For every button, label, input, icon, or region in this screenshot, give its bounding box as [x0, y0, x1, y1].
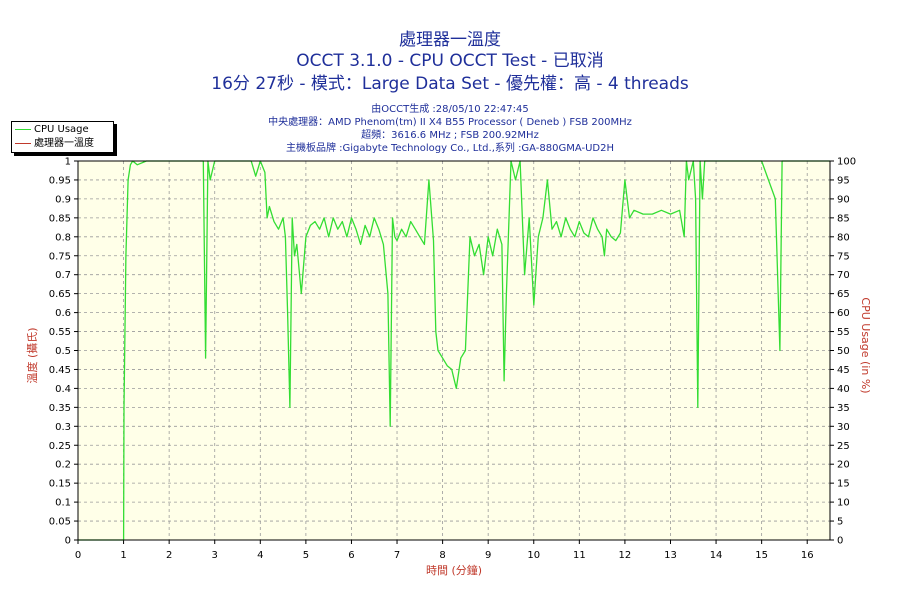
- y-left-tick-label: 0.7: [55, 270, 71, 281]
- y-right-tick-label: 25: [837, 441, 850, 452]
- y-right-tick-label: 5: [837, 517, 843, 528]
- y-right-tick-label: 100: [837, 157, 856, 168]
- x-tick-label: 13: [664, 550, 677, 561]
- info-generated: 由OCCT生成 :28/05/10 22:47:45: [371, 104, 529, 115]
- y-right-tick-label: 45: [837, 365, 850, 376]
- info-motherboard: 主機板品牌 :Gigabyte Technology Co., Ltd.,系列 …: [285, 143, 615, 154]
- y-left-tick-label: 0.65: [49, 289, 71, 300]
- x-tick-label: 9: [485, 550, 491, 561]
- y-left-tick-label: 0.9: [55, 194, 71, 205]
- x-tick-label: 5: [303, 550, 309, 561]
- x-axis-title: 時間 (分鐘): [426, 563, 482, 577]
- chart-subtitle-test: OCCT 3.1.0 - CPU OCCT Test - 已取消: [296, 51, 604, 71]
- y-left-tick-label: 0.3: [55, 422, 71, 433]
- y-right-tick-label: 10: [837, 498, 850, 509]
- x-tick-label: 8: [439, 550, 445, 561]
- x-tick-label: 15: [755, 550, 768, 561]
- y-right-tick-label: 95: [837, 175, 850, 186]
- y-left-tick-label: 1: [65, 157, 71, 168]
- y-right-tick-label: 90: [837, 194, 850, 205]
- x-tick-label: 10: [527, 550, 540, 561]
- y-left-tick-label: 0.05: [49, 517, 71, 528]
- y-left-tick-label: 0.75: [49, 251, 71, 262]
- x-tick-label: 12: [619, 550, 632, 561]
- y-right-tick-label: 0: [837, 536, 843, 547]
- info-cpu: 中央處理器：AMD Phenom(tm) II X4 B55 Processor…: [268, 117, 632, 128]
- y-right-tick-label: 55: [837, 327, 850, 338]
- y-left-tick-label: 0.55: [49, 327, 71, 338]
- series-line-cpu-usage: [78, 160, 830, 541]
- legend-item-cpu-temp: 處理器一溫度: [15, 137, 94, 151]
- x-tick-label: 2: [166, 550, 172, 561]
- y-right-tick-label: 40: [837, 384, 850, 395]
- chart-subtitle-mode: 16分 27秒 - 模式：Large Data Set - 優先權：高 - 4 …: [211, 74, 689, 94]
- y-left-tick-label: 0.45: [49, 365, 71, 376]
- y-right-tick-label: 20: [837, 460, 850, 471]
- x-tick-label: 14: [710, 550, 723, 561]
- y-right-tick-label: 30: [837, 422, 850, 433]
- chart-title: 處理器一溫度: [399, 30, 501, 50]
- x-tick-label: 6: [348, 550, 354, 561]
- legend-label-cpu-temp: 處理器一溫度: [34, 138, 94, 149]
- x-tick-label: 3: [212, 550, 218, 561]
- plot-area: [78, 161, 830, 540]
- y-right-tick-label: 70: [837, 270, 850, 281]
- legend-swatch-cpu-usage: [15, 128, 31, 130]
- y-left-tick-label: 0: [65, 536, 71, 547]
- y-left-tick-label: 0.2: [55, 460, 71, 471]
- y-left-tick-label: 0.4: [55, 384, 71, 395]
- y-left-tick-label: 0.1: [55, 498, 71, 509]
- plot-border: [77, 160, 831, 541]
- y-right-tick-label: 50: [837, 346, 850, 357]
- legend-label-cpu-usage: CPU Usage: [34, 124, 89, 135]
- info-overclock: 超頻：3616.6 MHz ; FSB 200.92MHz: [361, 130, 539, 141]
- y-left-tick-label: 0.95: [49, 175, 71, 186]
- y-left-tick-label: 0.85: [49, 213, 71, 224]
- y-left-tick-label: 0.5: [55, 346, 71, 357]
- y-left-tick-label: 0.25: [49, 441, 71, 452]
- x-tick-label: 0: [75, 550, 81, 561]
- y-left-tick-label: 0.8: [55, 232, 71, 243]
- x-tick-label: 1: [120, 550, 126, 561]
- x-tick-label: 4: [257, 550, 263, 561]
- y-left-axis-title: 溫度 (攝氏): [25, 327, 39, 383]
- y-right-tick-label: 15: [837, 479, 850, 490]
- y-right-axis-title: CPU Usage (in %): [859, 297, 872, 393]
- y-right-tick-label: 35: [837, 403, 850, 414]
- x-tick-label: 16: [801, 550, 814, 561]
- legend-swatch-cpu-temp: [15, 142, 31, 144]
- chart-legend: CPU Usage 處理器一溫度: [11, 121, 114, 153]
- y-right-tick-label: 80: [837, 232, 850, 243]
- y-right-tick-label: 65: [837, 289, 850, 300]
- y-left-tick-label: 0.15: [49, 479, 71, 490]
- x-tick-label: 11: [573, 550, 586, 561]
- y-right-tick-label: 85: [837, 213, 850, 224]
- y-right-tick-label: 75: [837, 251, 850, 262]
- y-left-tick-label: 0.35: [49, 403, 71, 414]
- x-tick-label: 7: [394, 550, 400, 561]
- legend-item-cpu-usage: CPU Usage: [15, 123, 89, 137]
- y-right-tick-label: 60: [837, 308, 850, 319]
- y-left-tick-label: 0.6: [55, 308, 71, 319]
